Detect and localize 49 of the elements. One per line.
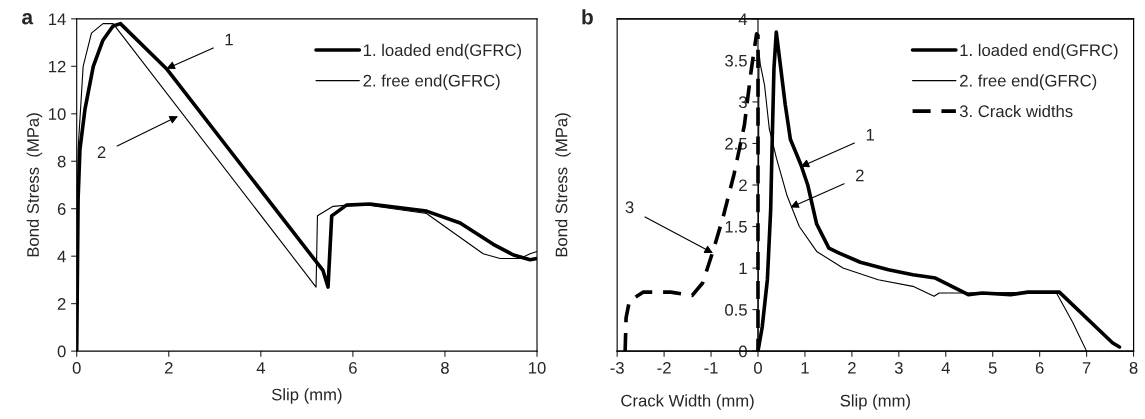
y-tick-label: 1.5 (725, 221, 747, 233)
legend-label: 2. free end(GFRC) (363, 74, 500, 90)
x-tick-label: 0 (72, 361, 81, 374)
x-tick-label: 6 (349, 361, 357, 374)
x-tick-label: 3 (894, 361, 903, 374)
x-tick-label: -2 (657, 361, 671, 374)
y-tick-label: 0 (57, 345, 66, 358)
legend-label: 3. Crack widths (959, 104, 1073, 118)
y-tick-label: 14 (49, 13, 66, 25)
annotation: 1 (866, 129, 874, 141)
chart-title: a (22, 13, 34, 25)
x-tick-label: 8 (1129, 361, 1138, 374)
y-tick-label: 0.5 (725, 303, 747, 316)
x-tick-label: 4 (941, 362, 950, 374)
x-tick-label: 1 (801, 362, 809, 374)
y-tick-label: 1 (739, 262, 747, 275)
x-tick-label: 5 (988, 362, 997, 374)
y-tick-label: 3 (738, 96, 747, 109)
x-axis-title: Slip (mm) (840, 394, 910, 410)
annotation: 2 (856, 169, 864, 182)
x-tick-label: 4 (256, 362, 265, 374)
y-tick-label: 2 (57, 298, 66, 310)
y-tick-label: 4 (57, 250, 66, 263)
annotation: 2 (97, 146, 106, 158)
y-tick-label: 8 (57, 155, 66, 168)
x-tick-label: 7 (1082, 362, 1091, 374)
y-tick-label: 2 (739, 179, 747, 192)
text: Crack Width (mm) (621, 394, 754, 410)
x-tick-label: 6 (1035, 361, 1044, 374)
chart-title: b (582, 9, 593, 25)
x-tick-label: 2 (164, 361, 173, 374)
y-tick-label: 6 (57, 203, 66, 215)
x-tick-label: 10 (529, 361, 546, 374)
annotation: 3 (625, 201, 634, 214)
y-axis-title: Bond Stress (MPa) (26, 113, 43, 257)
y-tick-label: 10 (49, 108, 66, 120)
legend-label: 2. free end(GFRC) (960, 74, 1097, 90)
annotation: 1 (225, 33, 233, 46)
y-tick-label: 3.5 (725, 54, 747, 67)
x-tick-label: 2 (848, 361, 856, 374)
y-tick-label: 12 (49, 60, 66, 73)
x-tick-label: -3 (610, 361, 624, 374)
x-tick-label: -1 (704, 362, 718, 374)
x-tick-label: 8 (441, 361, 449, 374)
legend-label: 1. loaded end(GFRC) (363, 43, 521, 60)
x-axis-title: Slip (mm) (271, 388, 342, 404)
legend-label: 1. loaded end(GFRC) (960, 43, 1118, 60)
y-axis-title: Bond Stress (MPa) (555, 113, 571, 257)
x-tick-label: 0 (754, 361, 762, 374)
